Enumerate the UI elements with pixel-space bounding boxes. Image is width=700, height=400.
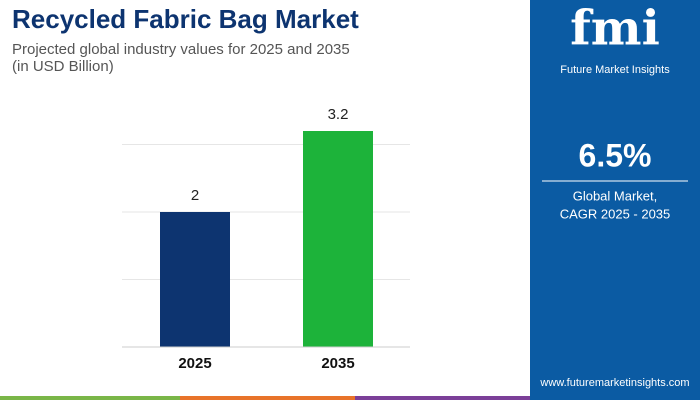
x-tick-label: 2035 [321, 355, 354, 372]
bar [303, 131, 373, 347]
logo: fmi [570, 1, 660, 57]
data-label: 3.2 [328, 106, 349, 123]
footer-strip [355, 396, 530, 400]
cagr-value: 6.5% [579, 137, 652, 173]
footer-strip [530, 396, 700, 400]
footer-strip [0, 396, 180, 400]
chart-subtitle: (in USD Billion) [12, 58, 114, 75]
cagr-label: CAGR 2025 - 2035 [560, 206, 671, 221]
side-panel [530, 0, 700, 396]
brand: Future Market Insights [560, 64, 670, 76]
chart-subtitle: Projected global industry values for 202… [12, 41, 350, 58]
x-tick-label: 2025 [178, 355, 211, 372]
cagr-label: Global Market, [573, 188, 658, 203]
footer-strip [180, 396, 355, 400]
website: www.futuremarketinsights.com [539, 377, 689, 389]
chart-title: Recycled Fabric Bag Market [12, 4, 359, 34]
data-label: 2 [191, 187, 199, 204]
bar [160, 212, 230, 347]
